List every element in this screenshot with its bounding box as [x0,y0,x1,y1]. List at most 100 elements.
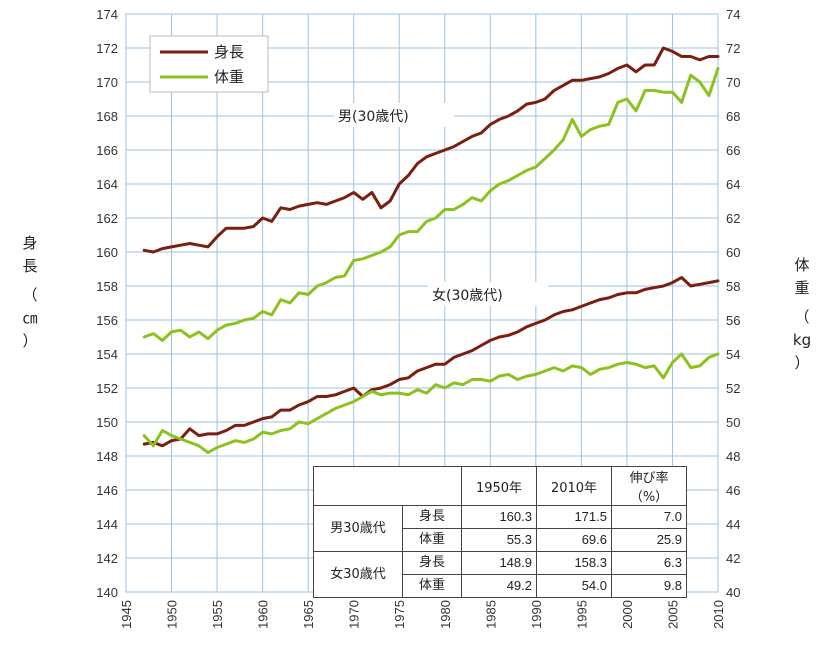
x-tick-label: 2010 [711,600,726,629]
y-right-tick-label: 50 [726,415,740,430]
x-tick-label: 1990 [529,600,544,629]
cell-rate: 25.9 [611,528,687,552]
x-tick-label: 1945 [119,600,134,629]
cell-rate: 9.8 [611,574,687,598]
y-right-tick-label: 58 [726,279,740,294]
svg-text:女(30歳代): 女(30歳代) [432,287,503,304]
item-label: 体重 [402,528,462,552]
y-right-tick-label: 56 [726,313,740,328]
legend: 身長 体重 [149,35,269,93]
svg-text:身: 身 [22,234,37,252]
x-tick-label: 1995 [574,600,589,629]
y-left-title: 身 長 （ ㎝ ） [22,234,37,350]
cell-rate: 7.0 [611,505,687,529]
y-left-tick-label: 174 [96,7,118,22]
y-left-tick-label: 160 [96,245,118,260]
table-header-row: 1950年 2010年 伸び率（%） [313,466,687,506]
table-corner [313,466,462,506]
svg-text:）: ） [794,354,809,372]
x-tick-label: 2005 [665,600,680,629]
table-row: 体重 55.3 69.6 25.9 [314,528,687,552]
x-tick-label: 1980 [438,600,453,629]
y-right-tick-label: 74 [726,7,740,22]
y-right-tick-label: 46 [726,483,740,498]
y-right-tick-label: 66 [726,143,740,158]
y-right-tick-label: 72 [726,41,740,56]
y-right-tick-label: 60 [726,245,740,260]
y-left-tick-label: 150 [96,415,118,430]
cell-2010: 158.3 [536,551,612,575]
y-left-tick-label: 140 [96,585,118,600]
svg-text:kg: kg [793,331,811,349]
y-left-tick-label: 164 [96,177,118,192]
y-right-tick-label: 42 [726,551,740,566]
y-right-tick-label: 70 [726,75,740,90]
y-left-tick-label: 170 [96,75,118,90]
item-label: 体重 [402,574,462,598]
x-tick-label: 1970 [347,600,362,629]
cell-2010: 54.0 [536,574,612,598]
table-row: 体重 49.2 54.0 9.8 [314,574,687,598]
right-axis: 40 42 44 46 48 50 52 54 56 58 60 62 64 66 68 70 72 74 [726,7,740,600]
left-axis: 140 142 144 146 148 150 152 154 156 158 160 162 164 1… [96,7,118,600]
y-left-tick-label: 152 [96,381,118,396]
y-left-tick-label: 142 [96,551,118,566]
series-line-height [142,276,720,448]
y-right-title: 体 重 （ kg ） [793,256,811,372]
annotation-male: 男(30歳代) [334,103,454,127]
summary-table: 1950年 2010年 伸び率（%） 男30歳代 身長 160.3 171.5 … [313,466,687,598]
y-left-tick-label: 172 [96,41,118,56]
cell-1950: 148.9 [461,551,537,575]
y-left-tick-label: 154 [96,347,118,362]
x-tick-label: 1965 [301,600,316,629]
x-tick-label: 1960 [256,600,271,629]
svg-text:㎝: ㎝ [22,309,37,327]
item-label: 身長 [402,505,462,529]
series-line-height [142,46,720,254]
cell-2010: 171.5 [536,505,612,529]
x-axis: 1945 1950 1955 1960 1965 1970 1975 1980 1985 1990… [119,600,726,629]
y-right-tick-label: 40 [726,585,740,600]
svg-text:体: 体 [794,256,809,274]
x-tick-label: 2000 [620,600,635,629]
y-left-tick-label: 168 [96,109,118,124]
cell-1950: 160.3 [461,505,537,529]
cell-2010: 69.6 [536,528,612,552]
item-label: 身長 [402,551,462,575]
svg-text:（: （ [794,308,809,326]
svg-text:長: 長 [22,257,37,275]
col-rate: 伸び率（%） [611,466,687,506]
series-line-weight [142,352,720,455]
x-tick-label: 1985 [483,600,498,629]
y-left-tick-label: 148 [96,449,118,464]
y-right-tick-label: 64 [726,177,740,192]
group-label-male: 男30歳代 [313,505,403,552]
y-left-tick-label: 146 [96,483,118,498]
x-tick-label: 1975 [392,600,407,629]
y-left-tick-label: 166 [96,143,118,158]
cell-rate: 6.3 [611,551,687,575]
y-right-tick-label: 62 [726,211,740,226]
y-right-tick-label: 48 [726,449,740,464]
legend-height-label: 身長 [214,43,244,61]
y-right-tick-label: 52 [726,381,740,396]
group-label-female: 女30歳代 [313,551,403,598]
annotation-female: 女(30歳代) [428,282,548,306]
svg-text:）: ） [22,332,37,350]
y-left-tick-label: 144 [96,517,118,532]
y-right-tick-label: 54 [726,347,740,362]
col-2010: 2010年 [536,466,612,506]
y-left-tick-label: 156 [96,313,118,328]
series-line-weight [142,66,720,342]
svg-text:男(30歳代): 男(30歳代) [338,109,409,125]
x-tick-label: 1955 [210,600,225,629]
svg-text:（: （ [22,286,37,304]
y-left-tick-label: 158 [96,279,118,294]
col-1950: 1950年 [461,466,537,506]
x-tick-label: 1950 [165,600,180,629]
y-right-tick-label: 68 [726,109,740,124]
svg-text:重: 重 [794,279,809,297]
series-lines [142,46,720,455]
table-row: 女30歳代 身長 148.9 158.3 6.3 [313,551,687,598]
